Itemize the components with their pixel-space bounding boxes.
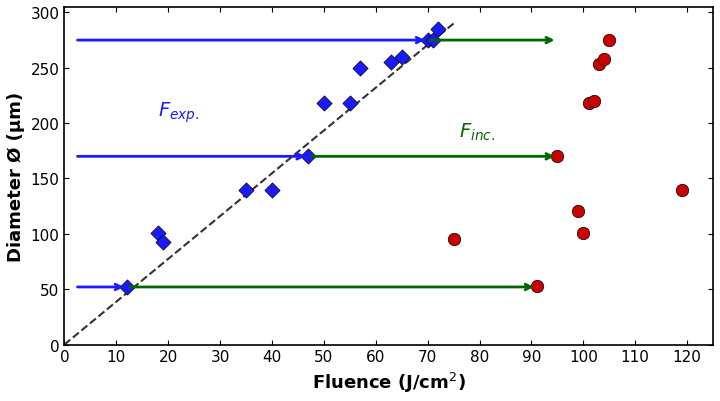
Point: [266, 187, 278, 193]
Point: [432, 27, 444, 33]
Point: [354, 65, 366, 72]
Text: $\mathit{F_{exp.}}$: $\mathit{F_{exp.}}$: [158, 100, 199, 124]
Point: [603, 38, 615, 44]
Point: [588, 99, 600, 105]
Point: [572, 208, 584, 214]
Point: [552, 154, 563, 160]
Point: [427, 38, 438, 44]
Point: [302, 154, 314, 160]
Point: [531, 283, 542, 290]
X-axis label: Fluence (J/cm$^2$): Fluence (J/cm$^2$): [312, 370, 466, 394]
Point: [582, 101, 594, 107]
Point: [577, 230, 589, 236]
Point: [344, 101, 356, 107]
Point: [318, 101, 330, 107]
Point: [152, 230, 163, 236]
Text: $\mathit{F_{inc.}}$: $\mathit{F_{inc.}}$: [459, 121, 495, 142]
Point: [396, 55, 408, 61]
Point: [240, 187, 252, 193]
Point: [121, 284, 132, 290]
Point: [157, 239, 168, 245]
Point: [598, 57, 610, 63]
Point: [593, 62, 605, 69]
Point: [448, 237, 459, 243]
Y-axis label: Diameter Ø (μm): Diameter Ø (μm): [7, 91, 25, 261]
Point: [385, 60, 397, 66]
Point: [676, 187, 688, 193]
Point: [422, 38, 433, 44]
